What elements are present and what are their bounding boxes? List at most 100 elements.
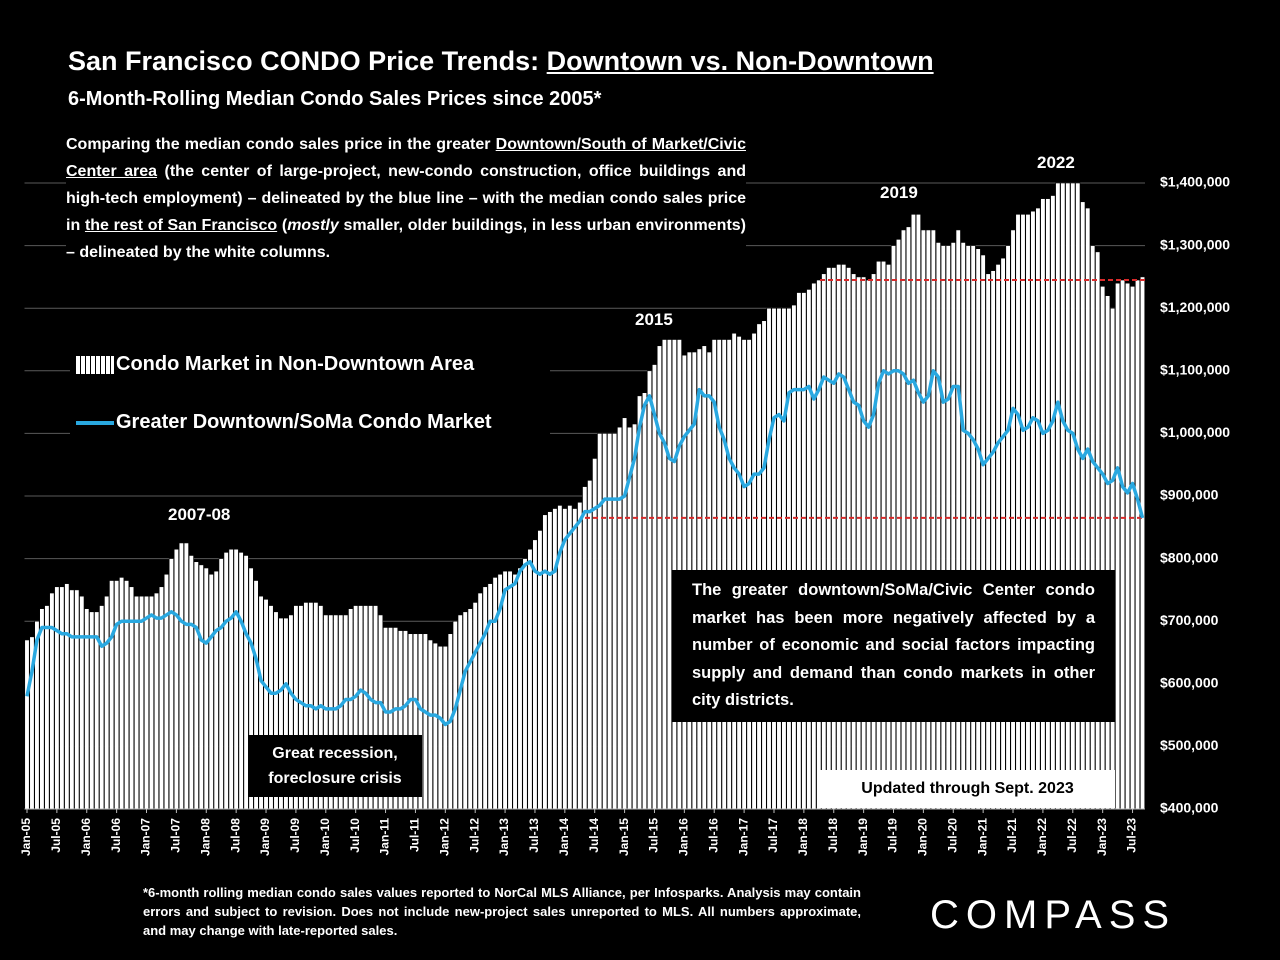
x-tick-label: Jan-11 — [378, 818, 392, 856]
bar — [641, 392, 648, 810]
bar — [502, 570, 508, 810]
bar — [646, 370, 653, 810]
bar — [527, 548, 533, 810]
bar — [158, 586, 164, 810]
chart-title: San Francisco CONDO Price Trends: Downto… — [68, 46, 934, 77]
bar — [512, 573, 518, 810]
bar — [632, 423, 638, 810]
bar — [821, 273, 827, 810]
bar — [1000, 257, 1006, 810]
bar — [1005, 245, 1011, 810]
bar — [930, 229, 936, 810]
desc-text: smaller, older buildings, in less urban … — [66, 217, 747, 261]
bar — [1090, 245, 1096, 810]
bar — [1115, 282, 1121, 810]
x-tick-label: Jul-15 — [647, 818, 661, 853]
bar — [238, 552, 244, 810]
bar — [49, 592, 55, 810]
bar — [104, 595, 110, 810]
x-tick-label: Jul-23 — [1125, 818, 1139, 853]
bar — [846, 267, 852, 810]
bar — [532, 539, 538, 810]
bar — [1095, 251, 1101, 810]
bar — [990, 270, 996, 810]
legend-label: Condo Market in Non-Downtown Area — [116, 353, 475, 375]
callout: The greater downtown/SoMa/Civic Center c… — [672, 570, 1115, 722]
x-tick-label: Jul-20 — [945, 818, 959, 853]
bar — [168, 558, 174, 810]
x-tick-label: Jul-09 — [288, 818, 302, 853]
title-part: San Francisco CONDO Price Trends: — [68, 46, 547, 76]
bar — [871, 273, 877, 810]
annotation: Great recession, foreclosure crisis — [268, 745, 402, 787]
annotation-box: Great recession, foreclosure crisis — [248, 735, 422, 797]
bar — [467, 608, 473, 810]
bar — [124, 580, 130, 810]
updated-note: Updated through Sept. 2023 — [820, 770, 1115, 808]
bar — [577, 501, 583, 810]
x-tick-label: Jan-10 — [318, 818, 332, 856]
y-tick-label: $700,000 — [1160, 612, 1219, 628]
bar — [183, 542, 189, 810]
bar — [1010, 229, 1016, 810]
bar — [492, 577, 498, 810]
x-tick-label: Jan-23 — [1095, 818, 1109, 856]
bar — [895, 239, 902, 810]
bar — [432, 642, 438, 810]
bar — [233, 548, 239, 810]
bar — [572, 508, 578, 810]
bar — [885, 264, 892, 810]
bar — [597, 433, 603, 810]
bar — [218, 558, 224, 810]
bar — [472, 602, 478, 810]
bar — [188, 555, 194, 810]
bar — [831, 267, 837, 810]
bar — [866, 279, 872, 810]
bar — [24, 639, 30, 810]
bar — [781, 307, 787, 810]
bar — [208, 573, 214, 810]
description: Comparing the median condo sales price i… — [66, 131, 746, 266]
x-tick-label: Jul-11 — [408, 818, 422, 852]
bar — [562, 508, 568, 810]
bar — [69, 589, 75, 810]
legend-label: Greater Downtown/SoMa Condo Market — [116, 411, 492, 433]
desc-text: mostly — [287, 217, 339, 234]
bar — [507, 570, 513, 810]
bar — [935, 242, 941, 810]
y-tick-label: $1,300,000 — [1160, 236, 1230, 252]
bar — [861, 276, 867, 810]
x-tick-label: Jul-13 — [527, 818, 541, 853]
logo: COMPASS — [930, 893, 1177, 937]
line — [25, 369, 1145, 727]
y-tick-label: $1,400,000 — [1160, 174, 1230, 190]
bar — [940, 245, 946, 810]
bar — [203, 567, 209, 810]
bar — [542, 514, 548, 810]
x-tick-label: Jul-12 — [467, 818, 481, 853]
bar — [801, 292, 807, 810]
y-tick-label: $900,000 — [1160, 487, 1219, 503]
bar — [1100, 285, 1106, 810]
bar — [856, 276, 862, 810]
bar — [771, 307, 777, 810]
bar — [567, 505, 573, 810]
bar — [79, 595, 85, 810]
footnote: *6-month rolling median condo sales valu… — [143, 885, 861, 938]
y-tick-label: $1,000,000 — [1160, 424, 1230, 440]
bar — [612, 433, 618, 810]
x-tick-label: Jan-19 — [856, 818, 870, 856]
x-tick-label: Jan-20 — [916, 818, 930, 856]
x-tick-label: Jan-17 — [736, 818, 750, 856]
bar — [99, 605, 105, 810]
legend-item: Condo Market in Non-Downtown Area — [76, 353, 474, 376]
x-tick-label: Jul-18 — [826, 818, 840, 853]
desc-text: Downtown/South of Market/Civic Center ar… — [66, 136, 746, 180]
bar — [487, 583, 493, 810]
x-tick-label: Jul-08 — [228, 818, 242, 853]
legend-item: Greater Downtown/SoMa Condo Market — [76, 411, 492, 434]
bar — [163, 573, 169, 810]
bar — [816, 279, 822, 810]
bar — [811, 282, 817, 810]
